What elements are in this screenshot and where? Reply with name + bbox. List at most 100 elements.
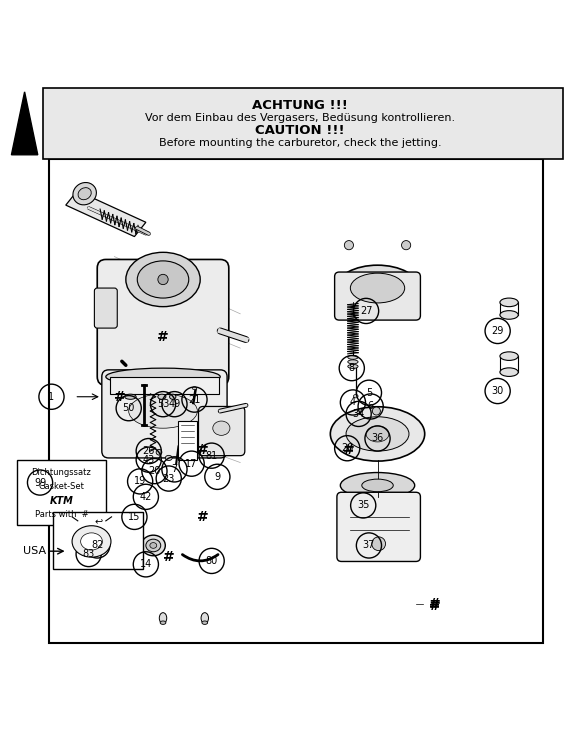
Text: 42: 42 [140,492,152,502]
Circle shape [402,240,411,250]
Ellipse shape [500,352,518,361]
Text: ACHTUNG !!!: ACHTUNG !!! [252,99,348,111]
Text: #: # [197,510,209,524]
Ellipse shape [159,613,166,623]
Text: 26: 26 [142,446,155,456]
Text: $\hookleftarrow$: $\hookleftarrow$ [93,516,104,526]
Text: 50: 50 [122,403,135,413]
FancyBboxPatch shape [335,272,420,320]
Text: Dichtungssatz: Dichtungssatz [31,468,92,477]
FancyBboxPatch shape [97,260,229,385]
Text: 1: 1 [49,392,54,401]
Text: CAUTION !!!: CAUTION !!! [256,124,345,137]
Ellipse shape [129,394,197,428]
Text: #: # [429,597,440,611]
FancyBboxPatch shape [94,288,117,328]
Text: 30: 30 [491,386,504,396]
Text: #: # [343,443,355,457]
Text: 21: 21 [188,395,201,404]
Ellipse shape [73,183,97,205]
Text: 20: 20 [148,466,161,476]
Ellipse shape [160,621,166,625]
Ellipse shape [78,188,92,200]
Text: 9: 9 [214,472,220,482]
Ellipse shape [72,526,111,557]
Text: KTM: KTM [50,496,73,506]
Ellipse shape [330,407,424,461]
Text: #: # [114,390,126,404]
Ellipse shape [362,479,394,492]
Text: 14: 14 [140,559,152,569]
Text: Before mounting the carburetor, check the jetting.: Before mounting the carburetor, check th… [159,138,442,148]
Ellipse shape [201,613,208,623]
Polygon shape [11,92,38,155]
Ellipse shape [169,394,176,399]
Text: 49: 49 [168,399,181,409]
Ellipse shape [348,360,358,364]
Text: 35: 35 [357,500,370,510]
FancyBboxPatch shape [49,160,543,643]
Ellipse shape [340,473,415,499]
Text: 4: 4 [350,398,356,407]
Text: Vor dem Einbau des Vergasers, Bedüsung kontrollieren.: Vor dem Einbau des Vergasers, Bedüsung k… [145,114,455,123]
Text: 19: 19 [134,476,146,487]
Ellipse shape [336,265,419,311]
Text: 8: 8 [349,363,355,373]
Ellipse shape [500,298,518,306]
Ellipse shape [158,275,168,285]
Ellipse shape [158,394,166,399]
FancyBboxPatch shape [53,512,143,569]
Ellipse shape [348,364,358,369]
Text: 6: 6 [368,401,374,412]
Circle shape [372,537,386,551]
FancyBboxPatch shape [337,492,420,562]
Text: 5: 5 [366,388,372,398]
Text: 83: 83 [82,549,95,559]
Ellipse shape [150,542,157,548]
Ellipse shape [137,261,189,298]
FancyBboxPatch shape [43,88,563,160]
Ellipse shape [106,368,220,385]
Text: 29: 29 [491,326,504,336]
Text: #: # [157,329,169,344]
Circle shape [344,240,353,250]
FancyBboxPatch shape [110,377,219,395]
Ellipse shape [366,426,389,442]
Ellipse shape [353,395,358,398]
Text: 36: 36 [371,433,384,444]
Text: 7: 7 [172,464,177,474]
Text: Gasket-Set: Gasket-Set [38,482,85,491]
Text: 28: 28 [341,443,353,453]
Text: 80: 80 [205,556,218,566]
Polygon shape [66,191,146,237]
FancyBboxPatch shape [102,370,227,458]
Text: 99: 99 [34,478,46,487]
FancyBboxPatch shape [178,421,197,460]
Text: 15: 15 [128,512,141,522]
Ellipse shape [146,539,161,552]
Ellipse shape [500,311,518,319]
Text: 23: 23 [162,473,175,484]
Text: 82: 82 [91,540,104,551]
Text: 27: 27 [360,306,372,316]
Text: #: # [163,550,174,564]
Ellipse shape [348,355,358,359]
Ellipse shape [202,621,208,625]
Ellipse shape [165,456,172,461]
Ellipse shape [126,252,200,306]
FancyBboxPatch shape [17,459,106,525]
Text: 34: 34 [352,409,365,419]
Ellipse shape [141,535,165,556]
Ellipse shape [192,387,197,390]
Text: 37: 37 [363,540,375,551]
Text: #: # [429,599,440,612]
FancyBboxPatch shape [198,407,245,456]
Circle shape [372,407,380,415]
Ellipse shape [500,368,518,376]
Ellipse shape [125,394,136,399]
Text: USA: USA [23,546,46,556]
Ellipse shape [350,273,404,303]
Ellipse shape [213,421,230,436]
Ellipse shape [156,450,162,455]
Text: 43: 43 [142,455,155,464]
